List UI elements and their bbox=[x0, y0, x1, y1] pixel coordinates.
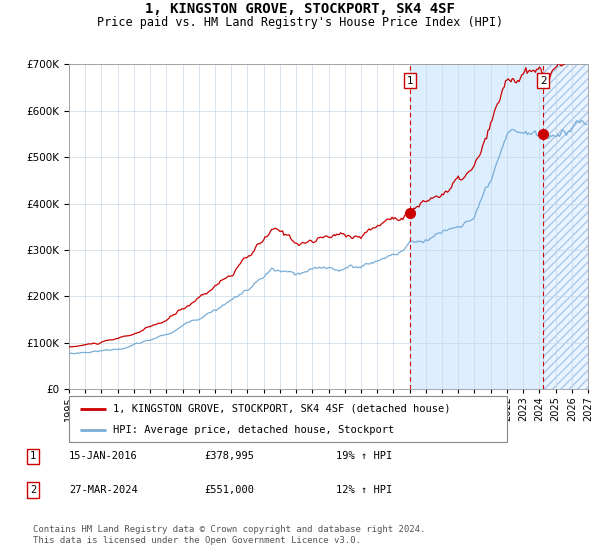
Bar bbox=[543, 64, 588, 389]
Text: Price paid vs. HM Land Registry's House Price Index (HPI): Price paid vs. HM Land Registry's House … bbox=[97, 16, 503, 29]
Text: 27-MAR-2024: 27-MAR-2024 bbox=[69, 485, 138, 495]
Text: 2: 2 bbox=[30, 485, 36, 495]
Text: 15-JAN-2016: 15-JAN-2016 bbox=[69, 451, 138, 461]
Bar bbox=[410, 64, 543, 389]
Text: 1, KINGSTON GROVE, STOCKPORT, SK4 4SF: 1, KINGSTON GROVE, STOCKPORT, SK4 4SF bbox=[145, 2, 455, 16]
Text: 12% ↑ HPI: 12% ↑ HPI bbox=[336, 485, 392, 495]
Text: HPI: Average price, detached house, Stockport: HPI: Average price, detached house, Stoc… bbox=[113, 425, 394, 435]
Text: 19% ↑ HPI: 19% ↑ HPI bbox=[336, 451, 392, 461]
Text: Contains HM Land Registry data © Crown copyright and database right 2024.
This d: Contains HM Land Registry data © Crown c… bbox=[33, 525, 425, 545]
Text: £551,000: £551,000 bbox=[204, 485, 254, 495]
Text: 1: 1 bbox=[407, 76, 413, 86]
Bar bbox=[543, 64, 588, 389]
Text: 1, KINGSTON GROVE, STOCKPORT, SK4 4SF (detached house): 1, KINGSTON GROVE, STOCKPORT, SK4 4SF (d… bbox=[113, 404, 450, 414]
Text: 2: 2 bbox=[540, 76, 547, 86]
Text: 1: 1 bbox=[30, 451, 36, 461]
Text: £378,995: £378,995 bbox=[204, 451, 254, 461]
